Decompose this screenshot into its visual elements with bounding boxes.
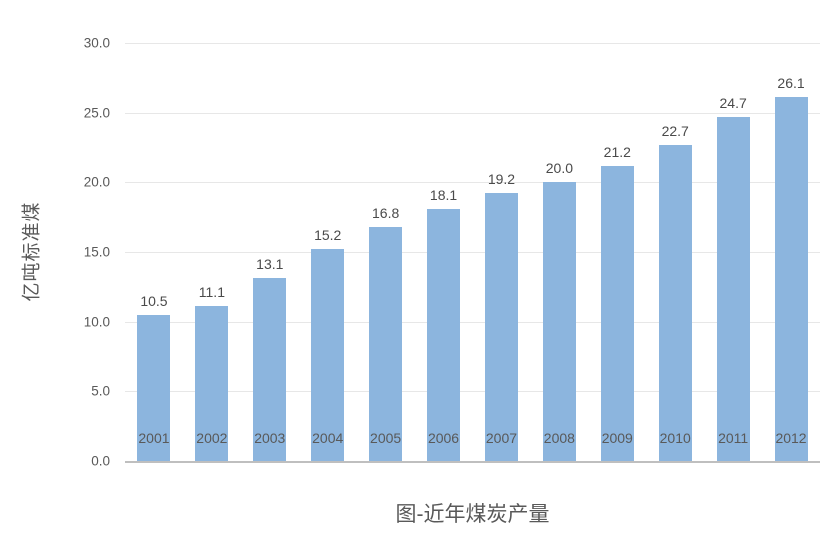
- chart-title: 图-近年煤炭产量: [395, 503, 550, 526]
- bar-2005: [369, 226, 403, 461]
- x-tick-label: 2003: [254, 430, 286, 446]
- gridline: [125, 112, 820, 114]
- plot-area: 10.5 11.1 13.1 15.2 16.8 18.1 19.2 20.0 21.2 22.7…: [125, 43, 820, 463]
- bar-2008: [542, 182, 576, 461]
- y-tick-label: 20.0: [83, 174, 110, 190]
- bar-value-label: 18.1: [429, 186, 458, 203]
- bar-value-label: 13.1: [256, 256, 284, 273]
- bar-2012: [774, 97, 808, 461]
- bar-value-label: 20.0: [545, 160, 573, 177]
- bar-value-label: 21.2: [603, 143, 631, 160]
- bar-value-label: 22.7: [661, 122, 689, 139]
- bar-2009: [600, 165, 634, 461]
- bar-2006: [427, 208, 461, 461]
- gridline: [125, 252, 820, 253]
- x-tick-label: 2012: [775, 430, 807, 446]
- x-tick-label: 2009: [601, 430, 633, 446]
- gridline: [125, 321, 820, 323]
- bar-2007: [484, 193, 518, 461]
- x-tick-label: 2007: [485, 430, 518, 446]
- bar-value-label: 19.2: [487, 171, 516, 188]
- bar-value-label: 16.8: [372, 204, 400, 221]
- gridline: [125, 43, 820, 44]
- x-tick-label: 2004: [312, 430, 344, 446]
- y-tick-label: 30.0: [83, 35, 110, 51]
- bar-value-label: 11.1: [198, 284, 225, 301]
- bar-value-label: 15.2: [314, 227, 342, 244]
- y-tick-label: 0.0: [91, 453, 110, 469]
- bar-2004: [311, 249, 345, 461]
- y-tick-label: 15.0: [83, 244, 110, 260]
- x-tick-label: 2001: [138, 430, 170, 446]
- y-tick-label: 25.0: [83, 105, 110, 121]
- bar-value-label: 24.7: [719, 94, 747, 111]
- bar-2010: [658, 144, 692, 461]
- bar-2001: [137, 314, 171, 461]
- x-tick-label: 2008: [543, 430, 575, 446]
- bar-value-label: 26.1: [777, 75, 805, 92]
- bar-2011: [716, 116, 750, 461]
- gridline: [125, 391, 820, 393]
- y-axis-tick-labels: 0.0 5.0 10.0 15.0 20.0 25.0 30.0: [0, 36, 110, 469]
- y-tick-label: 5.0: [91, 383, 110, 399]
- x-tick-label: 2011: [718, 430, 749, 446]
- x-tick-label: 2006: [427, 430, 460, 446]
- bar-2003: [253, 278, 287, 461]
- x-tick-label: 2010: [659, 430, 691, 446]
- y-tick-label: 10.0: [83, 314, 110, 330]
- bar-2002: [195, 306, 229, 461]
- x-tick-label: 2002: [196, 430, 228, 446]
- x-tick-label: 2005: [370, 430, 402, 446]
- gridline: [125, 182, 820, 184]
- bar-value-label: 10.5: [140, 292, 168, 309]
